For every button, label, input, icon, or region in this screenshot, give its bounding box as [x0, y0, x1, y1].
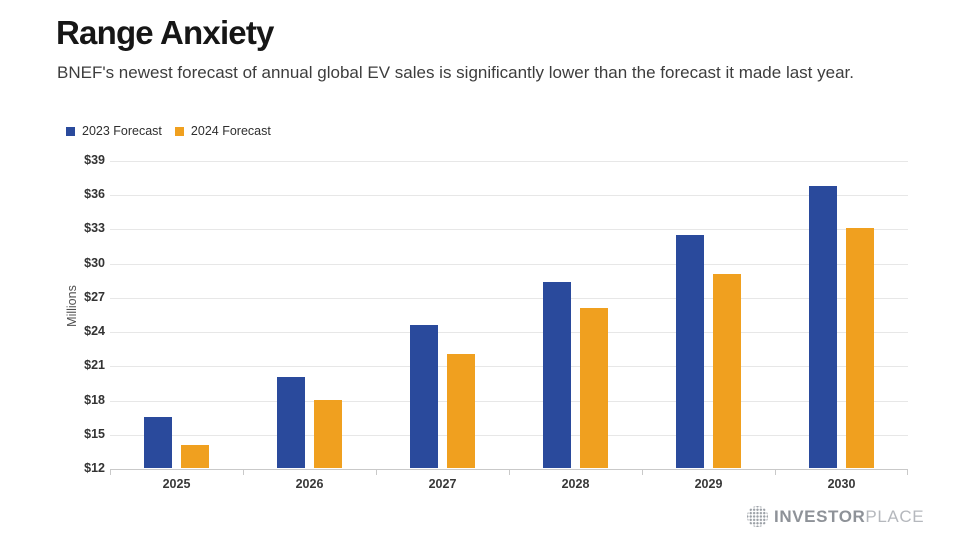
chart-legend: 2023 Forecast 2024 Forecast — [66, 124, 271, 138]
y-axis-tick-label: $18 — [84, 392, 105, 407]
axis-tick — [775, 469, 776, 475]
axis-tick — [110, 469, 111, 475]
x-axis-label: 2028 — [561, 477, 590, 491]
y-axis-tick-label: $27 — [84, 289, 105, 304]
y-axis-tick-labels: $39 $36 $33 $30 $27 $24 $21 $18 $15 $12 — [40, 153, 105, 475]
globe-dots-icon — [747, 506, 768, 527]
bar-2023-forecast-2026 — [277, 376, 305, 468]
y-axis-tick-label: $15 — [84, 426, 105, 441]
bar-2024-forecast-2029 — [713, 274, 741, 468]
x-axis-label: 2030 — [827, 477, 856, 491]
axis-tick — [243, 469, 244, 475]
axis-tick — [509, 469, 510, 475]
bar-group-2030 — [775, 161, 908, 469]
gridline — [110, 366, 908, 368]
bar-2024-forecast-2027 — [447, 353, 475, 468]
bar-2024-forecast-2028 — [580, 308, 608, 468]
page-title: Range Anxiety — [56, 14, 274, 51]
bar-2024-forecast-2030 — [846, 228, 874, 468]
legend-label-2023: 2023 Forecast — [82, 124, 162, 138]
bar-group-2026 — [243, 161, 376, 469]
gridline — [110, 400, 908, 402]
y-axis-tick-label: $30 — [84, 255, 105, 270]
legend-item-2023-forecast: 2023 Forecast — [66, 124, 162, 138]
bar-group-2027 — [376, 161, 509, 469]
legend-swatch-2024-icon — [174, 126, 184, 136]
gridline — [110, 161, 908, 162]
bar-2023-forecast-2028 — [543, 282, 571, 468]
chart-subtitle: BNEF's newest forecast of annual global … — [57, 63, 854, 82]
bar-2023-forecast-2030 — [809, 186, 837, 468]
x-axis-label: 2029 — [694, 477, 723, 491]
legend-item-2024-forecast: 2024 Forecast — [174, 124, 271, 138]
y-axis-tick-label: $39 — [84, 153, 105, 167]
bar-2023-forecast-2027 — [410, 325, 438, 468]
bar-2023-forecast-2025 — [144, 416, 172, 468]
legend-swatch-2023-icon — [66, 126, 75, 136]
y-axis-tick-label: $24 — [84, 324, 105, 339]
legend-label-2024: 2024 Forecast — [190, 124, 271, 138]
axis-tick — [907, 469, 908, 475]
y-axis-tick-label: $12 — [84, 461, 105, 475]
bar-2024-forecast-2025 — [181, 445, 209, 468]
x-axis-label: 2026 — [295, 477, 324, 491]
logo-text-place: PLACE — [865, 507, 925, 526]
y-axis-tick-label: $21 — [84, 358, 105, 373]
gridline — [110, 229, 908, 231]
bar-2023-forecast-2029 — [676, 235, 704, 468]
plot-area — [110, 161, 908, 470]
x-axis-ticks — [110, 469, 908, 475]
investorplace-logo: INVESTORPLACE — [747, 506, 924, 527]
bar-group-2025 — [110, 161, 243, 469]
axis-tick — [642, 469, 643, 475]
logo-text-investor: INVESTOR — [774, 507, 866, 526]
axis-tick — [376, 469, 377, 475]
gridline — [110, 434, 908, 436]
gridline — [110, 332, 908, 334]
y-axis-tick-label: $33 — [84, 221, 105, 236]
gridline — [110, 263, 908, 265]
bar-group-2029 — [642, 161, 775, 469]
x-axis-label: 2025 — [162, 477, 191, 491]
gridline — [110, 195, 908, 197]
bar-group-2028 — [509, 161, 642, 469]
bar-2024-forecast-2026 — [314, 399, 342, 468]
logo-text: INVESTORPLACE — [774, 506, 924, 527]
gridline — [110, 297, 908, 299]
x-axis-label: 2027 — [428, 477, 457, 491]
y-axis-tick-label: $36 — [84, 187, 105, 202]
